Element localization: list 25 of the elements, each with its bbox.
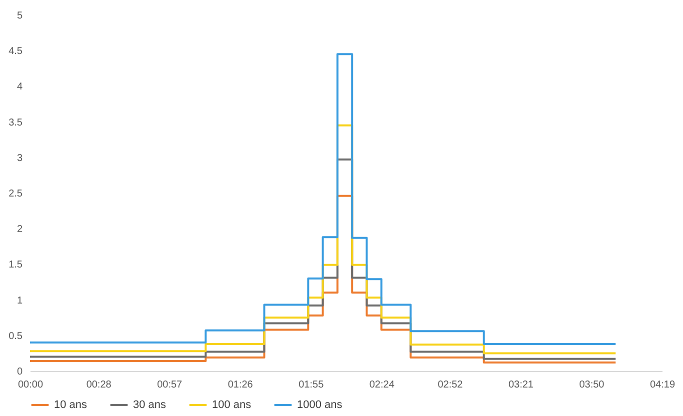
y-tick-label: 4: [16, 82, 23, 93]
y-tick-label: 3.5: [8, 117, 23, 128]
x-tick-label: 02:52: [438, 380, 464, 390]
y-tick-label: 2: [16, 224, 23, 236]
x-tick-label: 04:19: [650, 380, 676, 390]
x-tick-label: 03:21: [508, 380, 534, 390]
x-tick-label: 02:24: [369, 380, 395, 390]
y-tick-label: 0: [16, 366, 23, 378]
y-tick-label: 5: [16, 10, 23, 22]
y-tick-label: 0.5: [8, 330, 23, 342]
x-tick-label: 00:00: [18, 380, 44, 390]
y-tick-label: 1: [16, 295, 23, 306]
legend-label: 10 ans: [54, 399, 88, 411]
legend-label: 1000 ans: [297, 399, 343, 411]
y-tick-label: 1.5: [8, 260, 23, 271]
y-tick-label: 3: [16, 152, 23, 164]
legend-label: 100 ans: [212, 399, 252, 411]
legend-label: 30 ans: [133, 399, 167, 411]
x-tick-label: 01:26: [228, 380, 254, 390]
x-tick-label: 03:50: [579, 380, 605, 390]
x-tick-label: 00:57: [157, 380, 183, 390]
y-tick-label: 2.5: [8, 188, 23, 200]
x-tick-label: 00:28: [86, 380, 112, 390]
x-tick-label: 01:55: [298, 380, 324, 390]
y-tick-label: 4.5: [8, 46, 23, 58]
